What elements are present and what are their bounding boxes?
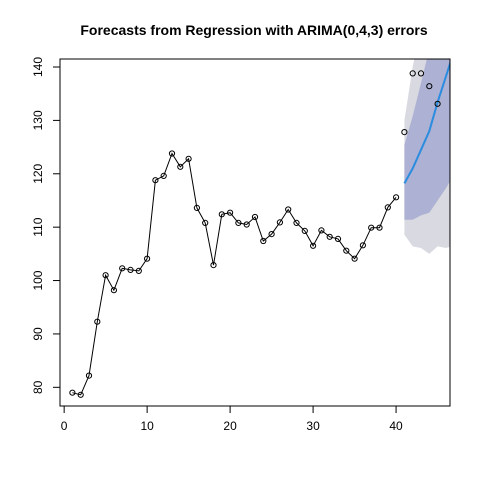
forecast-series [403,60,450,184]
observed-point [384,204,391,211]
observed-point [135,267,142,274]
observed-point [393,194,400,201]
y-tick-label: 140 [31,57,45,77]
prediction-intervals [404,59,450,254]
observed-point [334,235,342,242]
observed-point [235,219,242,226]
actual-future-point [434,100,441,107]
observed-point [110,287,118,294]
observed-point [368,224,375,231]
observed-point [77,391,84,398]
observed-point [376,224,383,231]
y-tick-label: 120 [31,163,45,183]
observed-point [260,237,267,245]
observed-point [301,227,308,234]
x-tick-label: 0 [61,419,68,433]
x-tick-label: 30 [306,419,320,433]
observed-series [69,150,400,398]
observed-line [72,152,397,396]
observed-point [351,255,358,262]
y-tick-label: 90 [31,327,45,341]
observed-point [343,247,350,254]
observed-point [160,172,167,179]
observed-point [243,221,250,228]
observed-point [326,233,333,240]
x-tick-label: 40 [389,419,403,433]
observed-point [310,242,317,249]
y-tick-label: 80 [31,380,45,394]
observed-point [276,219,283,226]
observed-point [177,163,184,170]
actual-future-series [401,70,441,136]
y-tick-label: 110 [31,217,45,236]
observed-point [318,227,325,234]
forecast-mean-line [403,60,450,184]
y-tick-label: 130 [31,110,45,130]
actual-future-point [417,70,425,77]
observed-point [218,211,225,218]
observed-point [144,255,151,262]
observed-point [168,150,176,157]
observed-point [119,265,126,272]
y-tick-label: 100 [31,270,45,290]
observed-point [210,262,217,269]
observed-point [127,266,134,273]
plot-frame [59,58,451,407]
observed-point [152,177,159,184]
x-axis: 0 10 20 30 40 [61,405,403,433]
observed-point [69,389,76,396]
actual-future-point [426,83,433,90]
observed-point [202,219,209,226]
actual-future-point [401,129,408,136]
observed-point [251,213,259,221]
observed-point [268,231,275,238]
observed-point [227,209,234,216]
observed-point [94,318,101,325]
observed-point [193,204,200,211]
observed-point [102,272,109,279]
x-tick-label: 10 [140,419,154,433]
observed-point [85,372,93,379]
actual-future-point [409,70,416,77]
y-axis: 80 90 100 110 120 130 140 [31,57,61,394]
observed-point [293,219,300,226]
x-tick-label: 20 [223,419,237,433]
observed-point [285,206,292,213]
chart-title: Forecasts from Regression with ARIMA(0,4… [80,22,427,38]
observed-point [359,242,366,249]
observed-point [185,155,192,162]
